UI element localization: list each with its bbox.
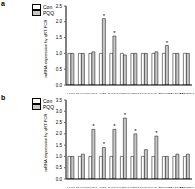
- svg-text:TXNRD1: TXNRD1: [179, 187, 187, 188]
- svg-text:SOD1: SOD1: [87, 187, 97, 188]
- svg-text:*: *: [103, 141, 106, 147]
- svg-text:SOD3: SOD3: [140, 93, 150, 94]
- svg-text:3.0: 3.0: [56, 109, 63, 114]
- html-text:PQQ: PQQ: [43, 104, 55, 110]
- svg-text:SOD2: SOD2: [108, 93, 118, 94]
- svg-text:*: *: [124, 112, 127, 118]
- svg-text:HO1: HO1: [67, 187, 75, 188]
- svg-text:CAT: CAT: [99, 93, 107, 94]
- svg-text:0.0: 0.0: [56, 177, 63, 182]
- svg-text:2.0: 2.0: [56, 19, 63, 24]
- svg-text:1.5: 1.5: [56, 35, 63, 40]
- svg-text:*: *: [92, 123, 95, 129]
- svg-text:CAT: CAT: [99, 187, 107, 188]
- svg-text:mRNA expression by qRT-PCR: mRNA expression by qRT-PCR: [43, 113, 48, 171]
- svg-text:*: *: [134, 128, 137, 134]
- svg-text:3.5: 3.5: [56, 98, 63, 103]
- svg-text:1.5: 1.5: [56, 143, 63, 148]
- svg-text:SOD3: SOD3: [140, 187, 150, 188]
- html-text:b: b: [1, 94, 6, 101]
- svg-text:GPX1: GPX1: [129, 93, 139, 94]
- html-text:PQQ: PQQ: [43, 10, 55, 16]
- svg-text:TXNRD1: TXNRD1: [179, 93, 187, 94]
- svg-text:2.0: 2.0: [56, 131, 63, 136]
- html-text:Con: Con: [43, 4, 53, 10]
- svg-text:*: *: [113, 30, 116, 36]
- svg-text:*: *: [166, 40, 169, 46]
- svg-text:HO1: HO1: [67, 93, 75, 94]
- svg-text:0.5: 0.5: [56, 67, 63, 72]
- svg-text:0.5: 0.5: [56, 165, 63, 170]
- svg-text:GPX4: GPX4: [119, 187, 129, 188]
- svg-text:*: *: [113, 123, 116, 129]
- svg-text:1.0: 1.0: [56, 154, 63, 159]
- svg-text:NQO1: NQO1: [76, 93, 87, 94]
- svg-text:GPX1: GPX1: [129, 187, 139, 188]
- svg-text:SOD2: SOD2: [108, 187, 118, 188]
- svg-text:*: *: [155, 130, 158, 136]
- svg-text:GPX4: GPX4: [119, 93, 129, 94]
- svg-text:1.0: 1.0: [56, 51, 63, 56]
- svg-text:NQO1: NQO1: [76, 187, 87, 188]
- svg-text:*: *: [103, 13, 106, 19]
- html-text:a: a: [1, 0, 5, 7]
- html-text:Con: Con: [43, 98, 53, 104]
- svg-text:2.5: 2.5: [56, 4, 63, 9]
- svg-text:SOD1: SOD1: [87, 93, 97, 94]
- svg-text:mRNA expression by qRT-PCR: mRNA expression by qRT-PCR: [43, 19, 48, 77]
- svg-text:2.5: 2.5: [56, 120, 63, 125]
- svg-text:0.0: 0.0: [56, 83, 63, 88]
